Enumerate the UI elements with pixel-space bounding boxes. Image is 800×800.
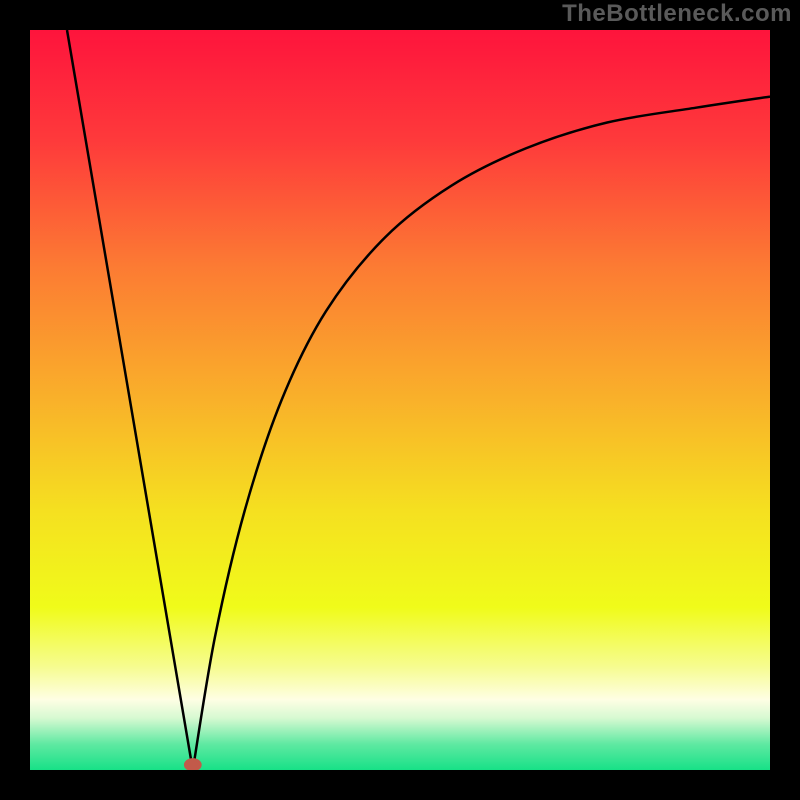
watermark-text: TheBottleneck.com bbox=[562, 0, 792, 28]
frame-bottom bbox=[0, 770, 800, 800]
chart-root: TheBottleneck.com bbox=[0, 0, 800, 800]
gradient-background bbox=[30, 30, 770, 770]
plot-svg bbox=[0, 0, 800, 800]
frame-left bbox=[0, 0, 30, 800]
frame-right bbox=[770, 0, 800, 800]
